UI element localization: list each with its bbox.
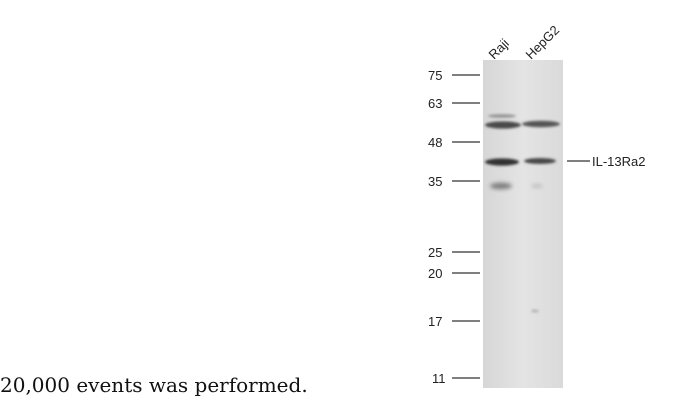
membrane — [483, 60, 563, 388]
lane-label-hepg2: HepG2 — [523, 22, 563, 62]
band-hepg2-speck — [531, 309, 539, 313]
marker-label-20: 20 — [428, 266, 442, 281]
band-raji-upper — [485, 121, 521, 129]
lane-hepg2-bands — [522, 120, 560, 313]
band-hepg2-upper — [522, 120, 560, 128]
lane-label-raji: Raji — [486, 36, 513, 63]
band-hepg2-faint — [531, 184, 543, 188]
caption-text: 20,000 events was performed. — [0, 373, 308, 397]
marker-ladder: 75 63 48 35 25 20 17 11 — [428, 68, 480, 386]
marker-label-35: 35 — [428, 174, 442, 189]
marker-label-25: 25 — [428, 245, 442, 260]
marker-label-63: 63 — [428, 96, 442, 111]
band-raji-upper-faint — [488, 114, 516, 118]
marker-label-75: 75 — [428, 68, 442, 83]
target-label: IL-13Ra2 — [592, 154, 645, 169]
band-hepg2-target — [524, 158, 556, 164]
band-raji-lower — [490, 182, 512, 190]
lane-raji-bands — [485, 114, 521, 190]
band-raji-target — [485, 158, 519, 166]
marker-label-11: 11 — [432, 371, 446, 386]
marker-label-48: 48 — [428, 135, 442, 150]
marker-label-17: 17 — [428, 314, 442, 329]
